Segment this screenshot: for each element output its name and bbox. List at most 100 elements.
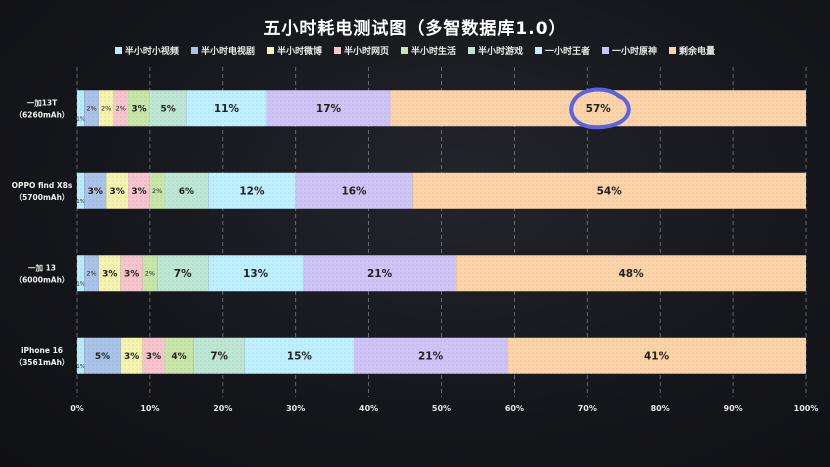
bar-texture: [295, 172, 413, 209]
x-tick-label: 50%: [432, 404, 451, 413]
data-label: 11%: [214, 103, 240, 115]
legend-label: 一小时王者: [545, 47, 591, 57]
x-tick-label: 0%: [70, 404, 84, 413]
data-label: 2%: [101, 105, 111, 113]
bar-texture: [149, 90, 187, 127]
data-label: 1%: [76, 281, 85, 287]
legend-item: 半小时生活: [400, 44, 456, 57]
data-label: 7%: [174, 268, 192, 280]
data-label: 3%: [131, 104, 146, 114]
x-tick-label: 40%: [359, 404, 378, 413]
bar-texture: [142, 255, 158, 292]
data-label: 7%: [210, 350, 228, 362]
data-label: 54%: [597, 185, 623, 197]
legend-label: 剩余电量: [679, 47, 716, 57]
bar-texture: [390, 90, 806, 127]
legend-swatch: [190, 47, 198, 54]
data-label: 57%: [586, 103, 612, 115]
x-tick-label: 70%: [578, 404, 597, 413]
x-tick-label: 10%: [140, 404, 159, 413]
bar-texture: [77, 172, 85, 209]
data-label: 2%: [145, 270, 155, 278]
legend-swatch: [602, 47, 610, 54]
legend-label: 半小时电视剧: [200, 47, 255, 57]
data-label: 13%: [243, 268, 269, 280]
data-label: 2%: [86, 270, 96, 278]
x-tick-label: 30%: [286, 404, 305, 413]
bar-texture: [208, 255, 303, 292]
bar-texture: [302, 255, 457, 292]
data-label: 5%: [160, 104, 175, 114]
bar-texture: [84, 337, 121, 374]
bar-texture: [128, 90, 150, 127]
category-label: 一加13T: [27, 97, 58, 107]
legend-label: 半小时网页: [343, 47, 389, 57]
legend-item: 剩余电量: [669, 44, 715, 57]
data-label: 3%: [109, 187, 124, 197]
data-label: 1%: [76, 116, 85, 122]
x-tick-label: 100%: [794, 404, 819, 413]
bar-texture: [98, 255, 121, 292]
legend-swatch: [266, 47, 274, 54]
data-label: 3%: [124, 269, 139, 279]
legend-item: 一小时王者: [535, 44, 590, 57]
bar-texture: [507, 337, 806, 374]
bar-texture: [157, 255, 209, 292]
bar-texture: [208, 172, 296, 209]
category-label: iPhone 16: [21, 346, 63, 355]
legend-item: 半小时微博: [266, 44, 322, 57]
legend-swatch: [669, 47, 677, 54]
data-label: 2%: [152, 187, 162, 195]
legend-item: 半小时小视频: [114, 44, 179, 57]
legend-swatch: [400, 47, 408, 54]
annotation-circle: [569, 87, 631, 130]
legend-item: 半小时游戏: [468, 44, 523, 57]
category-label: （5700mAh）: [15, 192, 70, 202]
data-label: 2%: [116, 105, 126, 113]
category-label: OPPO find X8s: [12, 181, 73, 190]
category-label: （6260mAh）: [15, 109, 70, 119]
bar-texture: [193, 337, 245, 374]
data-label: 1%: [76, 364, 85, 370]
legend-swatch: [535, 47, 543, 54]
legend-item: 半小时电视剧: [190, 44, 255, 57]
bar-texture: [77, 90, 85, 127]
bar-texture: [412, 172, 806, 209]
legend-label: 半小时小视频: [124, 47, 179, 57]
legend-label: 半小时生活: [410, 47, 456, 57]
legend-item: 一小时原神: [602, 44, 657, 57]
chart-legend: 半小时小视频 半小时电视剧 半小时微博 半小时网页 半小时生活 半小时游戏 一小时王者 一小时…: [0, 44, 830, 57]
legend-swatch: [333, 47, 341, 54]
x-tick-label: 20%: [213, 404, 232, 413]
data-label: 15%: [287, 350, 313, 362]
data-label: 21%: [418, 350, 444, 362]
data-label: 12%: [239, 185, 265, 197]
bar-texture: [128, 172, 150, 209]
legend-item: 半小时网页: [333, 44, 389, 57]
data-label: 6%: [179, 187, 194, 197]
bar-texture: [106, 172, 129, 209]
x-tick-label: 90%: [724, 404, 743, 413]
data-label: 4%: [171, 352, 186, 362]
chart-title: 五小时耗电测试图（多智数据库1.0）: [263, 19, 567, 39]
data-label: 3%: [124, 352, 139, 362]
data-label: 1%: [76, 199, 85, 205]
bar-texture: [164, 172, 209, 209]
data-label: 3%: [146, 352, 161, 362]
bar-texture: [186, 90, 267, 127]
category-label: （6000mAh）: [15, 274, 70, 284]
bar-texture: [120, 255, 143, 292]
bar-texture: [456, 255, 806, 292]
bar-texture: [164, 337, 194, 374]
bar-texture: [113, 90, 129, 127]
data-label: 3%: [131, 187, 146, 197]
bar-texture: [84, 90, 99, 127]
bar-texture: [354, 337, 508, 374]
legend-label: 一小时原神: [612, 47, 658, 57]
legend-swatch: [468, 47, 475, 54]
data-label: 48%: [618, 268, 644, 280]
x-tick-label: 80%: [651, 404, 670, 413]
x-tick-label: 60%: [505, 404, 524, 413]
bar-texture: [84, 255, 99, 292]
